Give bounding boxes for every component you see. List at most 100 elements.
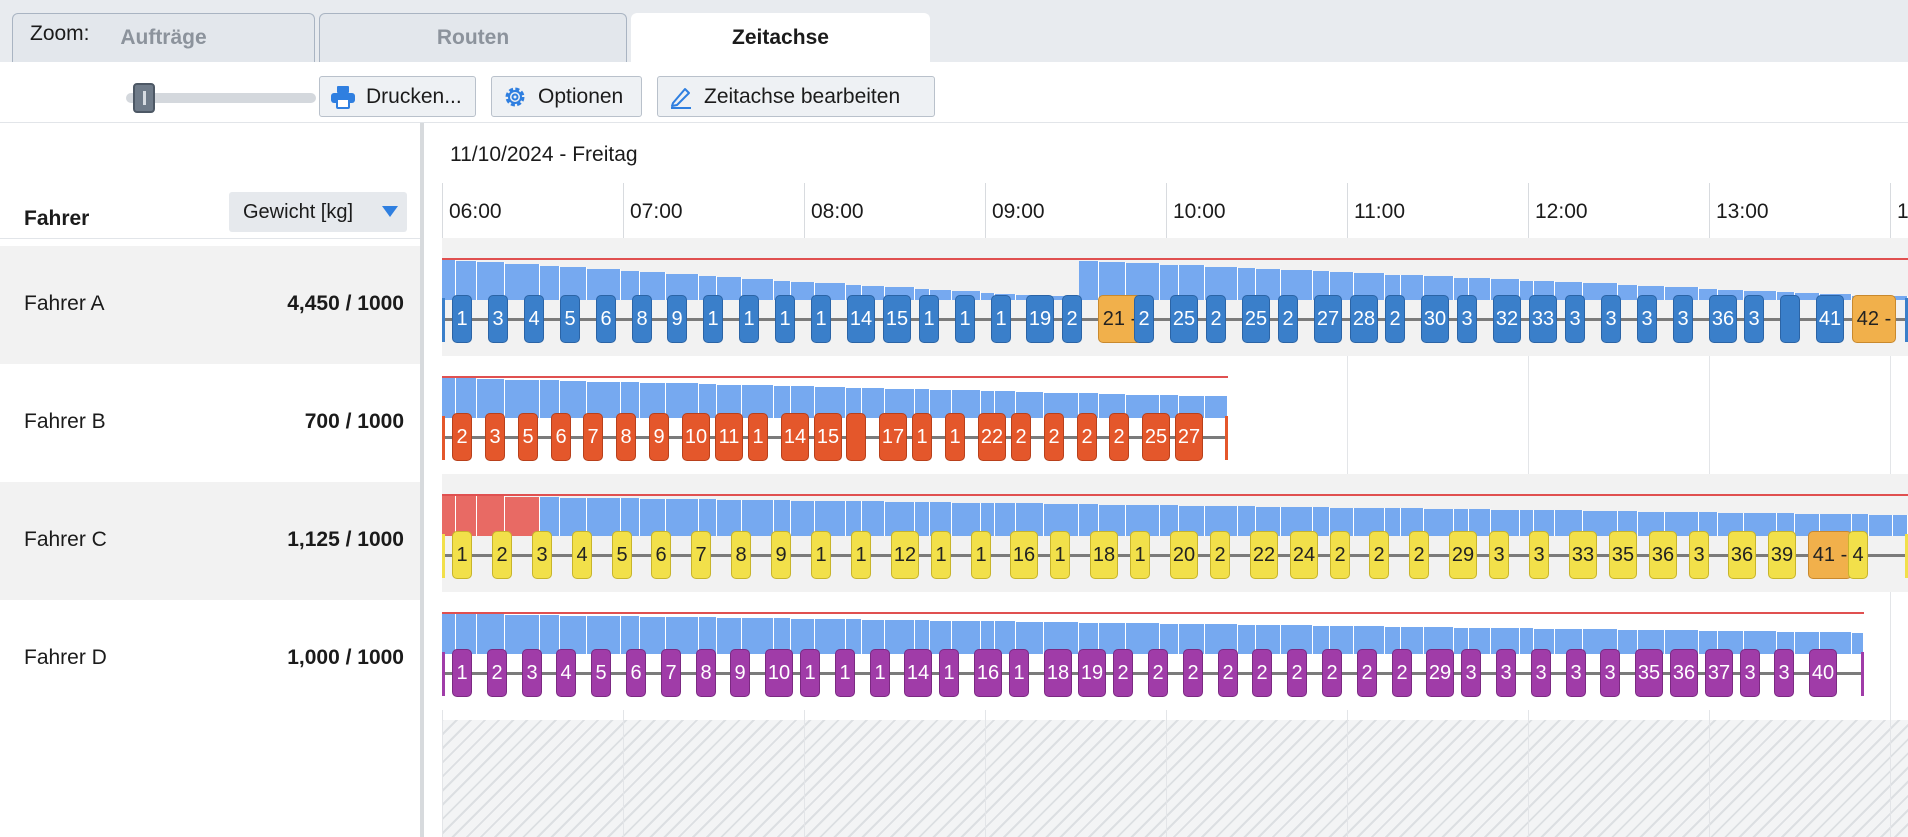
stop-marker[interactable]: 4 <box>1848 531 1868 579</box>
stop-marker[interactable]: 2 <box>1322 649 1342 697</box>
stop-marker[interactable]: 7 <box>691 531 711 579</box>
tab-routen[interactable]: Routen <box>319 13 627 62</box>
stop-marker[interactable]: 2 <box>1183 649 1203 697</box>
stop-marker[interactable]: 1 <box>945 413 965 461</box>
stop-marker[interactable]: 10 <box>682 413 710 461</box>
stop-marker[interactable]: 1 <box>748 413 768 461</box>
stop-marker[interactable]: 2 <box>1252 649 1272 697</box>
stop-marker[interactable]: 5 <box>560 295 580 343</box>
stop-marker[interactable]: 3 <box>485 413 505 461</box>
stop-marker[interactable]: 2 <box>1409 531 1429 579</box>
stop-marker[interactable]: 9 <box>771 531 791 579</box>
stop-marker[interactable]: 1 <box>811 295 831 343</box>
stop-marker[interactable]: 2 <box>1148 649 1168 697</box>
stop-marker[interactable]: 22 <box>978 413 1006 461</box>
stop-marker[interactable]: 1 <box>452 295 472 343</box>
stop-marker[interactable]: 7 <box>661 649 681 697</box>
stop-marker[interactable]: 2 <box>1206 295 1226 343</box>
stop-marker[interactable]: 2 <box>1011 413 1031 461</box>
stop-marker[interactable]: 17 <box>879 413 907 461</box>
stop-marker[interactable]: 14 <box>781 413 809 461</box>
stop-marker[interactable]: 5 <box>612 531 632 579</box>
tab-auftraege[interactable]: Aufträge <box>12 13 315 62</box>
stop-marker[interactable]: 6 <box>551 413 571 461</box>
stop-marker[interactable]: 3 <box>1744 295 1764 343</box>
stop-marker[interactable]: 14 <box>904 649 932 697</box>
stop-marker[interactable]: 41 <box>1816 295 1844 343</box>
stop-marker[interactable]: 42 - <box>1852 295 1896 343</box>
stop-marker[interactable]: 3 <box>488 295 508 343</box>
stop-marker[interactable]: 20 <box>1170 531 1198 579</box>
stop-marker[interactable]: 37 <box>1705 649 1733 697</box>
stop-marker[interactable]: 2 <box>1287 649 1307 697</box>
stop-marker[interactable]: 27 <box>1175 413 1203 461</box>
stop-marker[interactable]: 1 <box>452 649 472 697</box>
stop-marker[interactable]: 6 <box>626 649 646 697</box>
stop-marker[interactable]: 29 <box>1426 649 1454 697</box>
stop-marker[interactable]: 1 <box>775 295 795 343</box>
stop-marker[interactable]: 6 <box>596 295 616 343</box>
stop-marker[interactable]: 9 <box>649 413 669 461</box>
stop-marker[interactable]: 3 <box>1740 649 1760 697</box>
stop-marker[interactable]: 3 <box>1565 295 1585 343</box>
stop-marker[interactable]: 1 <box>931 531 951 579</box>
stop-marker[interactable]: 1 <box>739 295 759 343</box>
stop-marker[interactable]: 3 <box>1774 649 1794 697</box>
stop-marker[interactable]: 33 <box>1569 531 1597 579</box>
stop-marker[interactable]: 8 <box>731 531 751 579</box>
driver-row[interactable]: Fahrer D 1,000 / 1000 <box>0 600 420 718</box>
stop-marker[interactable]: 2 <box>1210 531 1230 579</box>
stop-marker[interactable]: 8 <box>616 413 636 461</box>
stop-marker[interactable]: 41 - <box>1808 531 1852 579</box>
zoom-slider-track[interactable] <box>126 93 316 103</box>
tab-zeitachse[interactable]: Zeitachse <box>631 13 930 62</box>
stop-marker[interactable]: 1 <box>991 295 1011 343</box>
stop-marker[interactable]: 12 <box>891 531 919 579</box>
stop-marker[interactable]: 36 <box>1709 295 1737 343</box>
stop-marker[interactable]: 8 <box>632 295 652 343</box>
stop-marker[interactable]: 10 <box>765 649 793 697</box>
stop-marker[interactable]: 2 <box>1062 295 1082 343</box>
stop-marker[interactable]: 2 <box>1357 649 1377 697</box>
measure-select[interactable]: Gewicht [kg] <box>229 192 407 232</box>
stop-marker[interactable]: 2 <box>1109 413 1129 461</box>
stop-marker[interactable]: 39 <box>1768 531 1796 579</box>
stop-marker[interactable]: 7 <box>583 413 603 461</box>
driver-row[interactable]: Fahrer C 1,125 / 1000 <box>0 482 420 600</box>
stop-marker[interactable]: 1 <box>870 649 890 697</box>
stop-marker[interactable] <box>846 413 866 461</box>
stop-marker[interactable]: 24 <box>1290 531 1318 579</box>
stop-marker[interactable]: 35 <box>1609 531 1637 579</box>
stop-marker[interactable]: 1 <box>800 649 820 697</box>
zoom-slider-handle[interactable] <box>133 83 155 113</box>
stop-marker[interactable]: 3 <box>1529 531 1549 579</box>
stop-marker[interactable]: 2 <box>452 413 472 461</box>
stop-marker[interactable]: 3 <box>1601 295 1621 343</box>
stop-marker[interactable]: 18 <box>1090 531 1118 579</box>
stop-marker[interactable]: 9 <box>730 649 750 697</box>
stop-marker[interactable]: 2 <box>1218 649 1238 697</box>
driver-row[interactable]: Fahrer A 4,450 / 1000 <box>0 246 420 364</box>
stop-marker[interactable]: 3 <box>1531 649 1551 697</box>
stop-marker[interactable]: 1 <box>835 649 855 697</box>
stop-marker[interactable]: 2 <box>1392 649 1412 697</box>
stop-marker[interactable]: 16 <box>974 649 1002 697</box>
stop-marker[interactable]: 15 <box>814 413 842 461</box>
stop-marker[interactable]: 3 <box>532 531 552 579</box>
stop-marker[interactable]: 1 <box>919 295 939 343</box>
stop-marker[interactable]: 3 <box>1461 649 1481 697</box>
stop-marker[interactable]: 36 <box>1670 649 1698 697</box>
stop-marker[interactable]: 40 <box>1809 649 1837 697</box>
stop-marker[interactable]: 1 <box>703 295 723 343</box>
stop-marker[interactable]: 2 <box>1044 413 1064 461</box>
stop-marker[interactable]: 30 <box>1421 295 1449 343</box>
stop-marker[interactable]: 1 <box>811 531 831 579</box>
stop-marker[interactable]: 6 <box>651 531 671 579</box>
stop-marker[interactable]: 5 <box>591 649 611 697</box>
options-button[interactable]: Optionen <box>491 76 642 117</box>
stop-marker[interactable]: 19 <box>1078 649 1106 697</box>
stop-marker[interactable]: 1 <box>1009 649 1029 697</box>
stop-marker[interactable]: 1 <box>971 531 991 579</box>
stop-marker[interactable]: 14 <box>847 295 875 343</box>
stop-marker[interactable]: 27 <box>1314 295 1342 343</box>
